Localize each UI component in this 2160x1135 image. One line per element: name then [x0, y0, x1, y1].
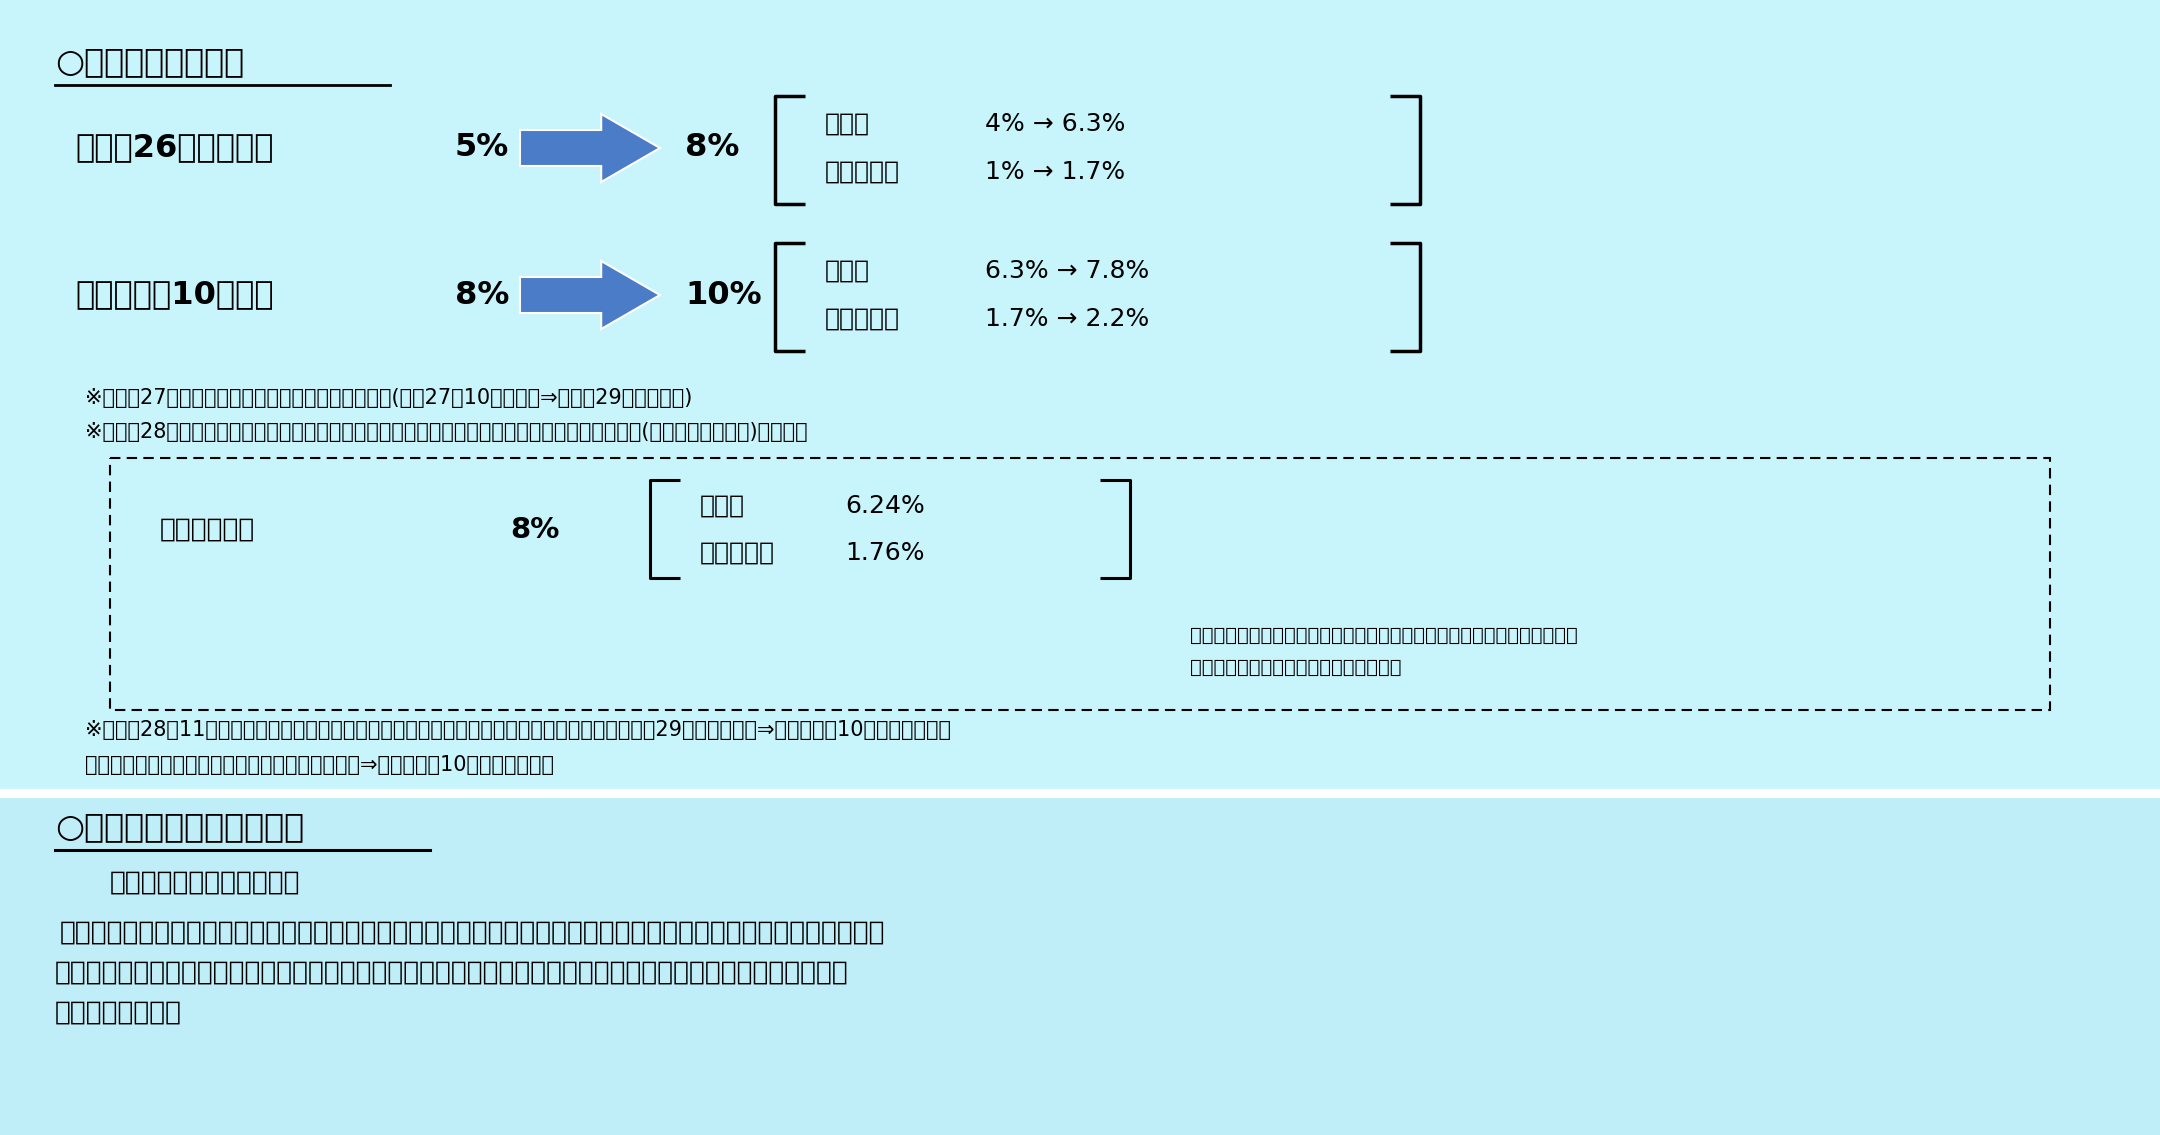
Text: 消費税: 消費税: [700, 494, 745, 518]
Text: 5%: 5%: [456, 133, 510, 163]
Text: 6.24%: 6.24%: [845, 494, 924, 518]
Bar: [110, 459, 2050, 711]
Text: 1% → 1.7%: 1% → 1.7%: [985, 160, 1125, 184]
Text: ・令和元年10月１日: ・令和元年10月１日: [76, 279, 274, 311]
Text: 消費税の収入については、地方交付税法（昭和二十五年法律第二百十一号）に定めるところによるほか、毎年度、: 消費税の収入については、地方交付税法（昭和二十五年法律第二百十一号）に定めるとこ…: [60, 920, 886, 945]
Text: てるものとする。: てるものとする。: [54, 1000, 181, 1026]
Text: 10%: 10%: [685, 279, 762, 311]
Text: ※　平成27年度税制改正法：税率引上げ時期を変更(平成27年10月１日　⇒　平成29年４月１日): ※ 平成27年度税制改正法：税率引上げ時期を変更(平成27年10月１日 ⇒ 平成…: [84, 388, 693, 407]
Text: が締結された週２回以上発行される新聞: が締結された週２回以上発行される新聞: [1190, 658, 1402, 676]
Text: 8%: 8%: [456, 279, 510, 311]
Text: 8%: 8%: [510, 516, 559, 544]
Text: 1.7% → 2.2%: 1.7% → 2.2%: [985, 306, 1149, 331]
Bar: [0, 790, 2160, 798]
Text: 8%: 8%: [685, 133, 739, 163]
Text: 地方消費税: 地方消費税: [825, 160, 901, 184]
Text: ○消費税率の引上げ: ○消費税率の引上げ: [54, 45, 244, 78]
Text: 4% → 6.3%: 4% → 6.3%: [985, 112, 1125, 136]
Text: 6.3% → 7.8%: 6.3% → 7.8%: [985, 259, 1149, 283]
Text: ※　平成28年度税制改正法：軽減税率制度の実施及びその実施から４年後のインボイス制度実施(令和３年４月１日)を決定。: ※ 平成28年度税制改正法：軽減税率制度の実施及びその実施から４年後のインボイス…: [84, 422, 808, 442]
Text: ※　平成28年11月消費税率引上げ時期変更法：税率引上げ時期・軽減税率制度実施の時期（平成29年４月１日　⇒　令和元年10月１日）及びイ: ※ 平成28年11月消費税率引上げ時期変更法：税率引上げ時期・軽減税率制度実施の…: [84, 720, 950, 740]
Polygon shape: [521, 261, 661, 329]
Text: 地方消費税: 地方消費税: [825, 306, 901, 331]
Text: （注）軽減税率対象品目は、酒類・外食を除く飲食料品及び定期購読契約: （注）軽減税率対象品目は、酒類・外食を除く飲食料品及び定期購読契約: [1190, 627, 1577, 645]
Polygon shape: [521, 114, 661, 182]
Text: （消費税法第１条第２項）: （消費税法第１条第２項）: [110, 871, 300, 896]
Text: ［軽減税率］: ［軽減税率］: [160, 518, 255, 543]
Text: 消費税: 消費税: [825, 259, 870, 283]
Text: 消費税: 消費税: [825, 112, 870, 136]
Text: 制度として確立された年金、医療及び介護の社会保障給付並びに少子化に対処するための施策に要する経費に充: 制度として確立された年金、医療及び介護の社会保障給付並びに少子化に対処するための…: [54, 960, 849, 986]
Text: 1.76%: 1.76%: [845, 541, 924, 565]
Bar: [0, 0, 2160, 790]
Text: ・平成26年４月１日: ・平成26年４月１日: [76, 133, 274, 163]
Text: ○消費税収の使途の明確化: ○消費税収の使途の明確化: [54, 810, 305, 843]
Text: ンボイス制度実施の時期（令和３年４月１日⇒　令和５年10月１日）を変更: ンボイス制度実施の時期（令和３年４月１日⇒ 令和５年10月１日）を変更: [84, 755, 553, 775]
Text: 地方消費税: 地方消費税: [700, 541, 775, 565]
Bar: [0, 798, 2160, 1135]
Bar: [35, 800, 2125, 1120]
